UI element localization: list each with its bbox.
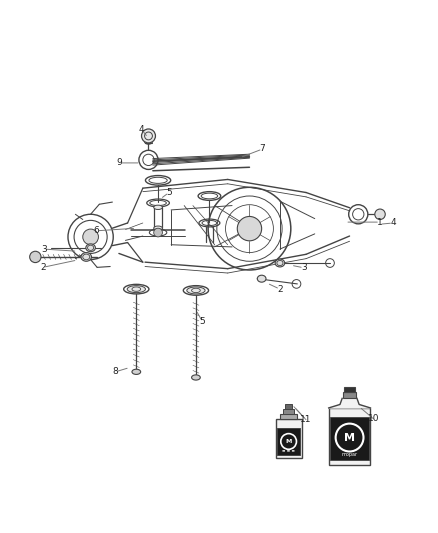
- Text: M: M: [344, 433, 355, 442]
- Circle shape: [83, 229, 99, 245]
- Ellipse shape: [187, 287, 205, 294]
- Text: ≡ ≡ ≡: ≡ ≡ ≡: [282, 449, 295, 453]
- Text: 5: 5: [166, 188, 172, 197]
- Bar: [330, 417, 369, 460]
- Circle shape: [375, 209, 385, 220]
- Text: 4: 4: [390, 219, 396, 228]
- Text: 11: 11: [300, 415, 312, 424]
- Bar: [344, 387, 355, 392]
- Circle shape: [141, 129, 155, 143]
- Bar: [277, 427, 300, 455]
- Text: 7: 7: [260, 144, 265, 154]
- Circle shape: [30, 251, 41, 263]
- Ellipse shape: [132, 369, 141, 375]
- Text: 4: 4: [139, 125, 145, 134]
- Text: 2: 2: [40, 263, 46, 272]
- Text: 2: 2: [277, 285, 283, 294]
- Circle shape: [154, 228, 162, 237]
- Text: 1: 1: [377, 217, 383, 227]
- Bar: [283, 409, 294, 414]
- Ellipse shape: [257, 275, 266, 282]
- Ellipse shape: [127, 286, 145, 293]
- Circle shape: [237, 216, 261, 241]
- Ellipse shape: [275, 259, 285, 267]
- Ellipse shape: [191, 375, 200, 380]
- Bar: [276, 419, 302, 458]
- Text: 5: 5: [200, 317, 205, 326]
- Text: 3: 3: [301, 263, 307, 272]
- Bar: [280, 414, 297, 419]
- Bar: [328, 408, 371, 465]
- Ellipse shape: [81, 253, 92, 261]
- Text: 3: 3: [41, 245, 47, 254]
- Bar: [343, 392, 356, 398]
- Text: 8: 8: [113, 367, 118, 376]
- Text: M: M: [286, 439, 292, 444]
- Ellipse shape: [154, 226, 162, 230]
- Polygon shape: [328, 398, 371, 408]
- Text: 6: 6: [93, 227, 99, 235]
- Text: 9: 9: [116, 158, 122, 167]
- Ellipse shape: [86, 244, 95, 252]
- Ellipse shape: [154, 205, 162, 209]
- Text: mopar: mopar: [342, 453, 358, 457]
- Bar: [285, 404, 292, 409]
- Text: 10: 10: [368, 414, 379, 423]
